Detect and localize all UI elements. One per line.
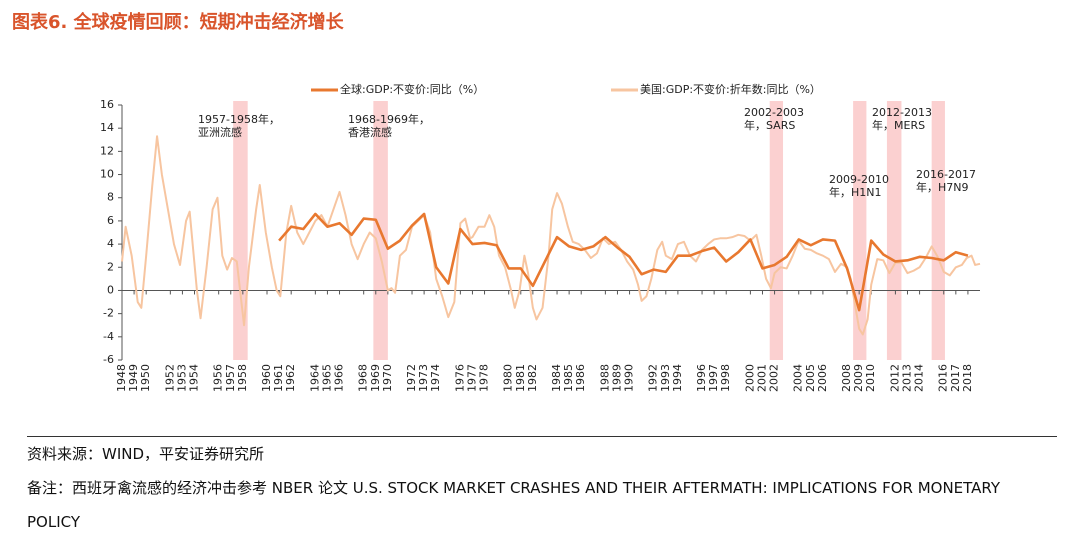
x-tick-label: 1997 <box>707 364 720 392</box>
x-tick-label: 1980 <box>502 364 515 392</box>
x-tick-label: 1990 <box>623 364 636 392</box>
x-tick-label: 1993 <box>659 364 672 392</box>
x-tick-label: 2004 <box>792 364 805 392</box>
legend-label: 全球:GDP:不变价:同比（%） <box>340 82 484 96</box>
x-tick-label: 2017 <box>949 364 962 392</box>
annotation: 2016-2017 <box>916 168 976 181</box>
x-tick-label: 1985 <box>562 364 575 392</box>
x-tick-label: 1961 <box>272 364 285 392</box>
x-tick-label: 2009 <box>852 364 865 392</box>
x-tick-label: 1978 <box>478 364 491 392</box>
x-tick-label: 2016 <box>937 364 950 392</box>
annotation: 年，H7N9 <box>916 180 969 194</box>
x-tick-label: 1964 <box>308 364 321 392</box>
annotation: 香港流感 <box>348 125 392 139</box>
x-tick-label: 1948 <box>115 364 128 392</box>
x-tick-label: 1962 <box>284 364 297 392</box>
series-line <box>278 212 969 312</box>
y-tick-label: 16 <box>100 98 114 111</box>
x-tick-label: 1970 <box>381 364 394 392</box>
y-tick-label: 6 <box>107 214 114 227</box>
x-tick-label: 2008 <box>840 364 853 392</box>
x-tick-label: 1956 <box>212 364 225 392</box>
y-tick-label: -6 <box>103 353 114 366</box>
annotation: 1957-1958年， <box>198 112 280 126</box>
annotation: 2009-2010 <box>829 173 889 186</box>
y-tick-label: 14 <box>100 121 114 134</box>
x-tick-label: 1968 <box>357 364 370 392</box>
note: 备注：西班牙禽流感的经济冲击参考 NBER 论文 U.S. STOCK MARK… <box>27 479 1001 531</box>
x-tick-label: 1949 <box>127 364 140 392</box>
x-tick-label: 2002 <box>768 364 781 392</box>
x-tick-label: 2013 <box>900 364 913 392</box>
series-line <box>121 135 981 336</box>
x-tick-label: 2010 <box>864 364 877 392</box>
x-tick-label: 1994 <box>671 364 684 392</box>
annotation: 年，MERS <box>872 118 925 132</box>
x-tick-label: 1976 <box>453 364 466 392</box>
y-tick-label: 2 <box>107 260 114 273</box>
y-tick-label: 8 <box>107 191 114 204</box>
x-tick-label: 1953 <box>175 364 188 392</box>
x-tick-label: 1998 <box>719 364 732 392</box>
legend-label: 美国:GDP:不变价:折年数:同比（%） <box>640 82 821 96</box>
x-tick-label: 1984 <box>550 364 563 392</box>
x-tick-label: 1958 <box>236 364 249 392</box>
x-tick-label: 1972 <box>405 364 418 392</box>
x-tick-label: 1950 <box>139 364 152 392</box>
x-tick-label: 1973 <box>417 364 430 392</box>
x-tick-label: 1982 <box>526 364 539 392</box>
annotation: 1968-1969年， <box>348 112 430 126</box>
x-tick-label: 2018 <box>961 364 974 392</box>
annotation: 年，H1N1 <box>829 185 882 199</box>
x-tick-label: 1954 <box>188 364 201 392</box>
x-tick-label: 1989 <box>610 364 623 392</box>
x-tick-label: 1981 <box>514 364 527 392</box>
shaded-period <box>886 101 902 360</box>
y-tick-label: 12 <box>100 144 114 157</box>
x-tick-label: 1965 <box>320 364 333 392</box>
annotation: 2012-2013 <box>872 106 932 119</box>
x-tick-label: 1952 <box>163 364 176 392</box>
x-tick-label: 1974 <box>429 364 442 392</box>
x-tick-label: 2005 <box>804 364 817 392</box>
annotation: 亚洲流感 <box>198 125 242 139</box>
x-tick-label: 1957 <box>224 364 237 392</box>
x-tick-label: 1992 <box>647 364 660 392</box>
shaded-period <box>853 101 867 360</box>
y-tick-label: 4 <box>107 237 114 250</box>
x-tick-label: 2014 <box>913 364 926 392</box>
y-tick-label: 10 <box>100 168 114 181</box>
shaded-period <box>931 101 945 360</box>
footer: 资料来源：WIND，平安证券研究所 备注：西班牙禽流感的经济冲击参考 NBER … <box>27 436 1057 539</box>
x-tick-label: 1977 <box>465 364 478 392</box>
x-tick-label: 2006 <box>816 364 829 392</box>
source: 资料来源：WIND，平安证券研究所 <box>27 445 265 463</box>
x-tick-label: 1969 <box>369 364 382 392</box>
x-tick-label: 1986 <box>574 364 587 392</box>
y-tick-label: -2 <box>103 307 114 320</box>
x-tick-label: 1960 <box>260 364 273 392</box>
x-tick-label: 2012 <box>888 364 901 392</box>
x-tick-label: 2001 <box>755 364 768 392</box>
shaded-period <box>769 101 784 360</box>
shaded-period <box>233 101 248 360</box>
annotation: 年，SARS <box>744 118 795 132</box>
x-tick-label: 2000 <box>743 364 756 392</box>
annotation: 2002-2003 <box>744 106 804 119</box>
chart-title: 图表6. 全球疫情回顾：短期冲击经济增长 <box>12 12 344 33</box>
x-tick-label: 1996 <box>695 364 708 392</box>
x-tick-label: 1966 <box>333 364 346 392</box>
y-tick-label: -4 <box>103 330 114 343</box>
y-tick-label: 0 <box>107 283 114 296</box>
x-tick-label: 1988 <box>598 364 611 392</box>
